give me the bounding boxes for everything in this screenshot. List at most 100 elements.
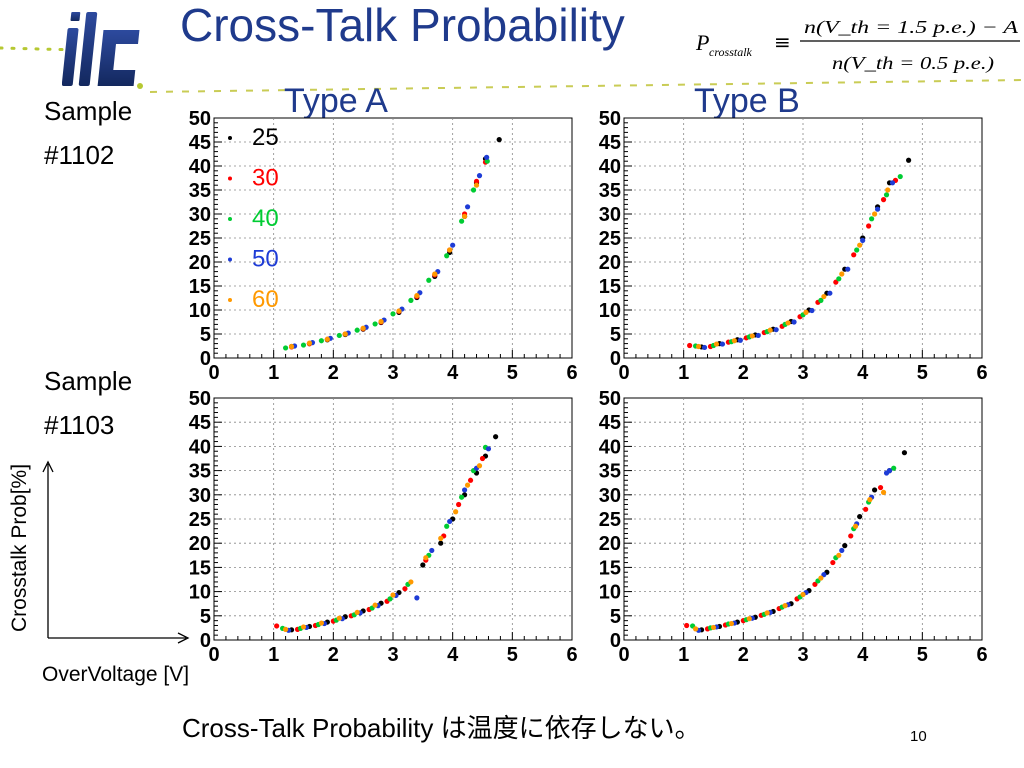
data-point-50 bbox=[773, 327, 779, 333]
y-tick-label: 10 bbox=[599, 300, 621, 322]
y-tick-label: 45 bbox=[599, 412, 621, 434]
data-point-40 bbox=[318, 338, 324, 344]
page-title: Cross-Talk Probability bbox=[180, 0, 625, 51]
x-tick-label: 6 bbox=[976, 362, 987, 384]
page-number: 10 bbox=[910, 728, 927, 745]
x-tick-label: 5 bbox=[507, 362, 518, 384]
data-point-60 bbox=[728, 620, 735, 627]
data-point-40 bbox=[444, 523, 450, 529]
x-tick-label: 3 bbox=[797, 362, 808, 384]
column-label-type-a: Type A bbox=[284, 82, 388, 120]
y-tick-label: 30 bbox=[189, 485, 211, 507]
data-point-60 bbox=[288, 343, 295, 350]
x-tick-label: 2 bbox=[328, 362, 339, 384]
data-point-60 bbox=[749, 333, 755, 339]
y-tick-label: 0 bbox=[610, 348, 621, 370]
data-point-60 bbox=[800, 591, 806, 598]
data-point-25 bbox=[496, 137, 502, 143]
ilc-logo bbox=[62, 12, 143, 89]
y-tick-label: 25 bbox=[599, 509, 621, 531]
row-label-line2: #1102 bbox=[44, 140, 115, 170]
data-point-60 bbox=[872, 211, 878, 217]
y-tick-label: 45 bbox=[189, 412, 211, 434]
data-point-60 bbox=[324, 336, 330, 342]
data-point-60 bbox=[885, 187, 891, 193]
data-point-30 bbox=[877, 484, 884, 491]
data-point-40 bbox=[300, 342, 307, 348]
data-point-60 bbox=[464, 482, 471, 488]
data-point-40 bbox=[869, 216, 875, 222]
data-point-50 bbox=[719, 341, 726, 347]
data-point-50 bbox=[821, 572, 827, 578]
data-point-50 bbox=[462, 487, 468, 493]
data-point-40 bbox=[459, 494, 465, 500]
data-point-60 bbox=[378, 318, 384, 325]
legend-marker bbox=[228, 298, 232, 302]
y-tick-label: 45 bbox=[599, 132, 621, 154]
data-point-60 bbox=[852, 523, 859, 529]
x-tick-label: 2 bbox=[328, 644, 339, 666]
data-point-25 bbox=[842, 543, 848, 549]
data-point-60 bbox=[695, 343, 702, 350]
data-point-25 bbox=[906, 157, 912, 163]
row-label-line2: #1103 bbox=[44, 410, 115, 440]
y-tick-label: 50 bbox=[599, 108, 621, 130]
data-point-60 bbox=[818, 575, 824, 581]
formula-equiv: ≡ bbox=[774, 30, 791, 54]
x-tick-label: 0 bbox=[618, 644, 629, 666]
y-tick-label: 50 bbox=[189, 108, 211, 130]
x-tick-label: 5 bbox=[917, 362, 928, 384]
y-tick-label: 35 bbox=[599, 180, 621, 202]
data-point-25 bbox=[493, 434, 499, 440]
data-point-60 bbox=[447, 247, 453, 253]
x-tick-label: 0 bbox=[208, 362, 219, 384]
y-tick-label: 5 bbox=[200, 324, 211, 346]
formula-lhs: P bbox=[695, 30, 709, 55]
footer-caption: Cross-Talk Probability は温度に依存しない。 bbox=[182, 713, 701, 743]
data-point-30 bbox=[830, 559, 836, 566]
legend-label: 25 bbox=[252, 124, 279, 151]
data-point-60 bbox=[354, 609, 360, 616]
x-tick-label: 4 bbox=[857, 644, 869, 666]
x-tick-label: 6 bbox=[566, 644, 577, 666]
data-point-50 bbox=[701, 344, 708, 351]
y-tick-label: 25 bbox=[189, 509, 211, 531]
data-point-60 bbox=[782, 603, 788, 609]
decorative-dotted-lines bbox=[0, 46, 1024, 93]
data-point-40 bbox=[387, 596, 393, 602]
y-tick-label: 10 bbox=[599, 582, 621, 604]
data-point-60 bbox=[396, 308, 402, 314]
data-point-40 bbox=[354, 327, 360, 333]
data-point-50 bbox=[485, 446, 492, 452]
y-tick-label: 5 bbox=[200, 606, 211, 628]
data-point-60 bbox=[283, 626, 289, 632]
y-tick-label: 50 bbox=[599, 388, 621, 410]
data-point-50 bbox=[889, 180, 896, 186]
data-point-50 bbox=[886, 468, 893, 474]
data-point-40 bbox=[336, 332, 342, 339]
data-point-60 bbox=[764, 610, 770, 616]
y-tick-label: 50 bbox=[189, 388, 211, 410]
data-point-60 bbox=[414, 293, 420, 299]
data-point-50 bbox=[809, 307, 815, 314]
data-point-30 bbox=[687, 342, 693, 349]
data-point-50 bbox=[874, 206, 881, 212]
y-tick-label: 40 bbox=[189, 156, 211, 178]
data-point-30 bbox=[848, 533, 854, 539]
x-tick-label: 5 bbox=[507, 644, 518, 666]
data-point-30 bbox=[402, 586, 408, 592]
row-label-line1: Sample bbox=[44, 366, 133, 396]
x-tick-label: 4 bbox=[857, 362, 869, 384]
x-tick-label: 2 bbox=[738, 644, 749, 666]
data-point-40 bbox=[897, 173, 903, 180]
data-point-60 bbox=[880, 489, 887, 495]
data-point-50 bbox=[755, 332, 761, 339]
data-point-60 bbox=[836, 552, 842, 558]
data-point-25 bbox=[420, 562, 426, 568]
x-tick-label: 3 bbox=[387, 644, 398, 666]
data-point-60 bbox=[693, 626, 699, 632]
x-tick-label: 0 bbox=[208, 644, 219, 666]
